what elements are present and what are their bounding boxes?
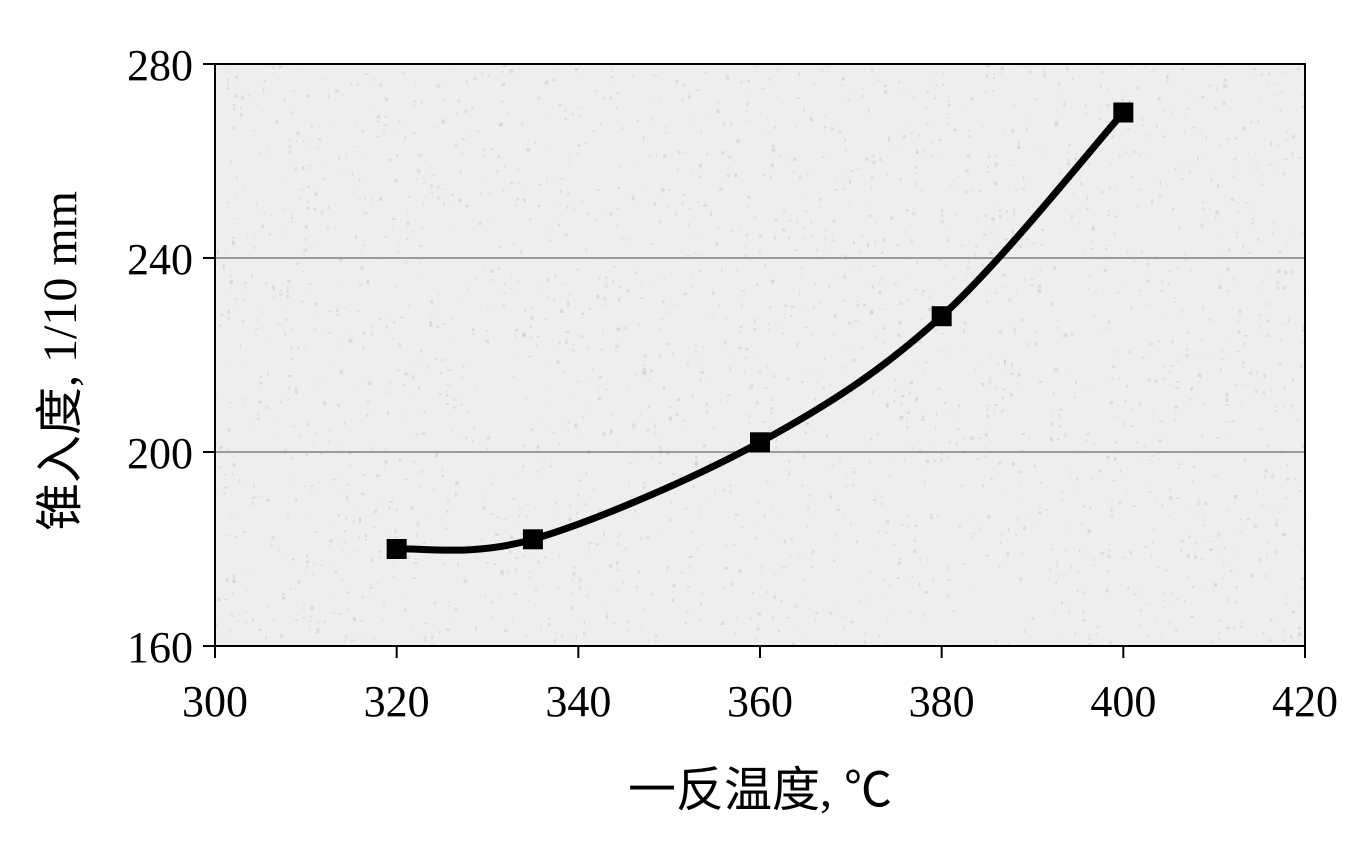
x-tick-label: 340 — [518, 676, 638, 727]
x-tick-label: 320 — [337, 676, 457, 727]
y-tick-label: 240 — [43, 234, 193, 285]
y-tick-label: 280 — [43, 40, 193, 91]
y-axis-label: 锥入度, 1/10 mm — [20, 111, 90, 611]
chart-container: 锥入度, 1/10 mm 一反温度, ℃ 160 200 240 280 300 320 3… — [0, 0, 1362, 847]
x-tick-label: 380 — [882, 676, 1002, 727]
x-axis-label: 一反温度, ℃ — [530, 750, 990, 820]
y-tick-label: 160 — [43, 622, 193, 673]
x-tick-label: 420 — [1245, 676, 1362, 727]
y-tick-label: 200 — [43, 428, 193, 479]
x-tick-label: 400 — [1063, 676, 1183, 727]
x-tick-label: 300 — [155, 676, 275, 727]
x-tick-label: 360 — [700, 676, 820, 727]
